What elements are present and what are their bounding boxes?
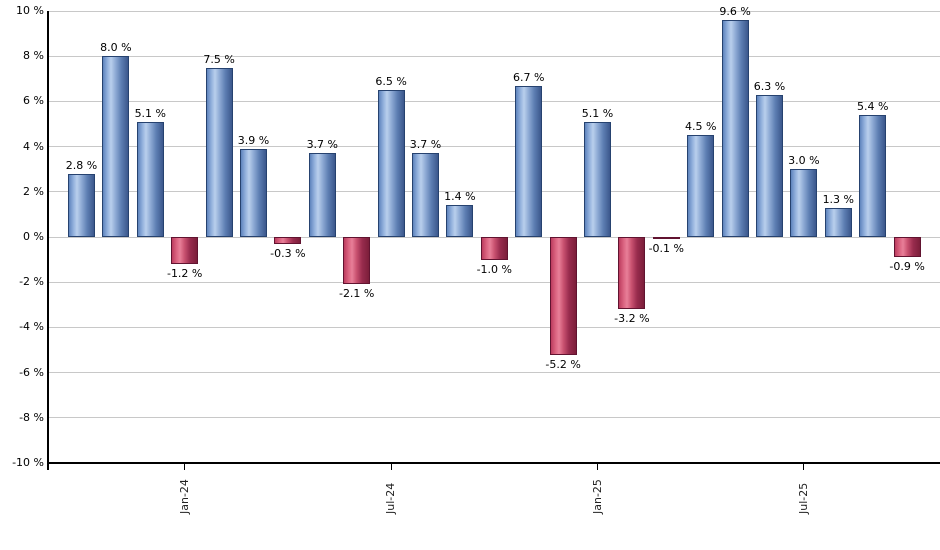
bar-1-positive [68, 173, 95, 237]
bar-14-positive [515, 85, 543, 237]
x-axis-label-Jul-25: Jul-25 [796, 482, 810, 514]
bar-11-positive [412, 153, 439, 237]
bar-24-positive [859, 114, 887, 237]
bar-value-label-4: -1.2 % [166, 267, 203, 281]
bar-value-label-10: 6.5 % [375, 75, 407, 89]
x-axis-tick-Jan-24 [184, 463, 186, 470]
bar-10-positive [377, 90, 405, 237]
bar-value-label-18: -0.1 % [648, 242, 684, 256]
gridline--6 [48, 372, 940, 374]
bar-19-positive [687, 135, 715, 237]
y-axis-label-2: 2 % [23, 184, 44, 198]
x-axis-tick-Jan-25 [597, 463, 598, 470]
bar-value-label-21: 6.3 % [753, 79, 786, 93]
bar-value-label-12: 1.4 % [444, 190, 476, 204]
bar-value-label-24: 5.4 % [856, 99, 889, 113]
bar-value-label-6: 3.9 % [237, 133, 270, 147]
bar-value-label-8: 3.7 % [306, 138, 339, 152]
y-axis-label-4: 4 % [23, 139, 44, 153]
y-axis-label--6: -6 % [19, 365, 44, 379]
y-axis-label--10: -10 % [12, 456, 44, 469]
y-axis-line [47, 11, 49, 470]
y-axis-label--8: -8 % [19, 410, 44, 424]
bar-value-label-14: 6.7 % [512, 70, 545, 84]
bar-3-positive [136, 121, 164, 237]
bar-20-positive [721, 20, 749, 237]
bar-value-label-22: 3.0 % [788, 154, 820, 168]
gridline-4 [48, 146, 940, 148]
gridline-8 [48, 55, 940, 57]
bar-4-negative [171, 237, 199, 265]
y-axis-label-8: 8 % [23, 49, 44, 63]
bar-value-label-20: 9.6 % [719, 5, 751, 19]
bar-value-label-3: 5.1 % [134, 106, 167, 120]
bar-value-label-11: 3.7 % [409, 138, 442, 152]
gridline-10 [48, 10, 940, 12]
bar-16-positive [584, 121, 611, 237]
gridline-6 [48, 100, 940, 102]
x-axis-label-Jul-24: Jul-24 [384, 482, 398, 514]
bar-2-positive [102, 56, 130, 237]
bar-12-positive [446, 205, 474, 237]
bar-value-label-1: 2.8 % [65, 158, 98, 172]
bar-17-negative [618, 237, 646, 310]
bar-9-negative [343, 237, 371, 285]
bar-6-positive [240, 148, 267, 237]
bar-15-negative [549, 237, 577, 355]
x-axis-label-Jan-25: Jan-25 [590, 479, 604, 514]
bar-22-positive [790, 169, 818, 237]
y-axis-label--4: -4 % [19, 320, 44, 334]
gridline--2 [48, 281, 940, 283]
y-axis-label--2: -2 % [19, 275, 44, 289]
bar-8-positive [308, 153, 336, 237]
gridline-2 [48, 191, 940, 193]
x-axis-line [48, 462, 940, 464]
bar-value-label-25: -0.9 % [889, 260, 925, 274]
bar-value-label-9: -2.1 % [338, 287, 375, 301]
bar-value-label-2: 8.0 % [100, 41, 132, 55]
bar-13-negative [480, 237, 508, 260]
bar-18-negative [652, 237, 680, 240]
bar-7-negative [274, 237, 302, 244]
gridline--4 [48, 326, 940, 328]
bar-21-positive [756, 94, 783, 237]
y-axis-label-6: 6 % [23, 94, 44, 108]
bar-value-label-5: 7.5 % [203, 52, 235, 66]
bar-value-label-17: -3.2 % [614, 312, 650, 326]
y-axis-label-0: 0 % [23, 230, 44, 243]
y-axis-label-10: 10 % [16, 4, 44, 17]
bar-value-label-19: 4.5 % [684, 120, 717, 134]
bar-value-label-23: 1.3 % [822, 192, 855, 206]
x-axis-label-Jan-24: Jan-24 [177, 479, 191, 514]
x-axis-tick-Jul-24 [390, 463, 392, 470]
bar-value-label-15: -5.2 % [545, 357, 581, 371]
bar-value-label-7: -0.3 % [270, 246, 306, 260]
bar-23-positive [824, 207, 852, 237]
bar-5-positive [205, 67, 233, 237]
bar-25-negative [893, 237, 921, 258]
bar-value-label-13: -1.0 % [476, 262, 512, 276]
gridline--8 [48, 417, 940, 419]
bar-value-label-16: 5.1 % [581, 106, 614, 120]
x-axis-tick-Jul-25 [803, 463, 805, 470]
